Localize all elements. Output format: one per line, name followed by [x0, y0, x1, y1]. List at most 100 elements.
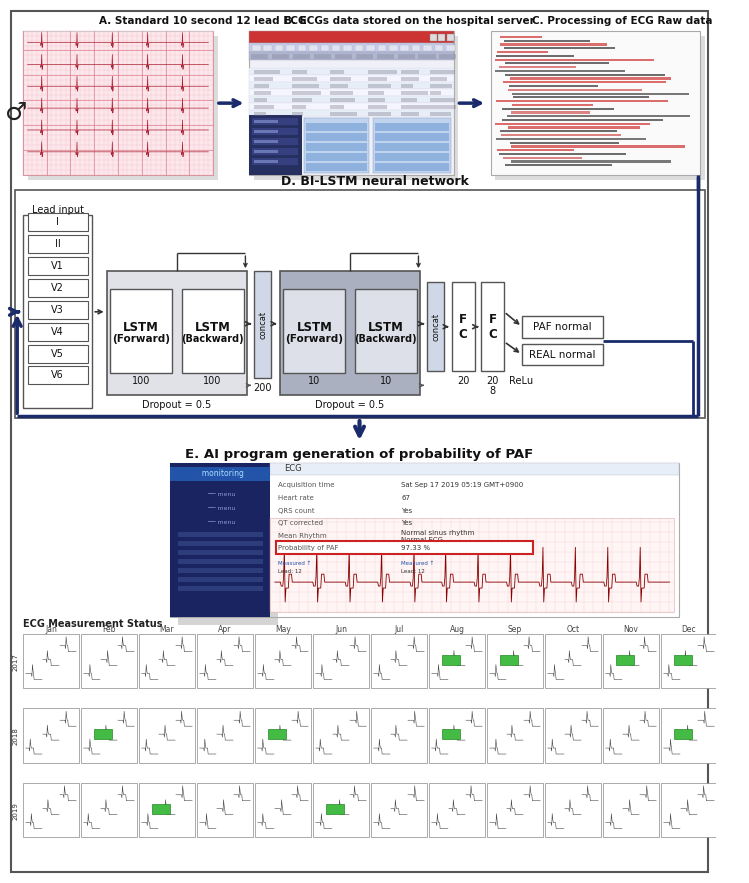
Bar [496, 123, 650, 125]
Bar [286, 44, 295, 51]
Bar [313, 783, 369, 837]
Bar [270, 463, 679, 475]
Bar [481, 282, 504, 372]
Text: QT corrected: QT corrected [278, 520, 323, 526]
Bar [504, 40, 589, 42]
Bar [330, 84, 348, 88]
Text: Mar: Mar [160, 625, 175, 634]
Bar [674, 729, 692, 739]
Text: Mean Rhythm: Mean Rhythm [278, 533, 327, 540]
Bar [497, 51, 548, 53]
Text: monitoring: monitoring [197, 469, 243, 479]
Bar [401, 78, 419, 81]
Bar [254, 130, 278, 133]
Text: (Backward): (Backward) [181, 334, 244, 344]
Text: Acquisition time: Acquisition time [278, 482, 334, 487]
Text: ♂: ♂ [5, 101, 28, 125]
Bar [264, 44, 272, 51]
Bar [255, 783, 311, 837]
Bar [249, 82, 454, 89]
Bar [252, 118, 297, 125]
Bar [276, 541, 533, 555]
Bar [292, 98, 312, 102]
Bar [500, 43, 607, 46]
Bar [249, 31, 454, 42]
Text: LSTM: LSTM [368, 321, 404, 334]
Bar [401, 105, 430, 109]
Bar [178, 541, 262, 547]
Text: F
C: F C [459, 313, 467, 341]
Bar [270, 517, 674, 612]
Bar [327, 804, 345, 813]
Bar [81, 634, 137, 689]
Bar [512, 104, 593, 106]
Text: ── menu: ── menu [204, 520, 236, 525]
Bar [356, 55, 373, 59]
Bar [23, 31, 213, 175]
Bar [152, 804, 170, 813]
Bar [401, 71, 419, 74]
Text: F
C: F C [488, 313, 497, 341]
Bar [430, 98, 455, 102]
Text: Yes: Yes [401, 520, 413, 526]
Bar [23, 783, 79, 837]
Text: (Forward): (Forward) [112, 334, 170, 344]
Bar [377, 44, 386, 51]
Bar [371, 783, 427, 837]
Bar [304, 118, 369, 173]
Bar [330, 112, 357, 116]
Bar [23, 634, 79, 689]
Bar [496, 35, 705, 179]
Text: V1: V1 [51, 261, 64, 271]
Text: LSTM: LSTM [297, 321, 333, 334]
Bar [81, 783, 137, 837]
Bar [603, 783, 659, 837]
Bar [412, 44, 420, 51]
Bar [254, 112, 267, 116]
Bar [419, 55, 436, 59]
Bar [255, 708, 311, 763]
Bar [497, 100, 667, 102]
Bar [371, 708, 427, 763]
Bar [28, 257, 88, 275]
Text: Aug: Aug [449, 625, 464, 634]
Bar [371, 634, 427, 689]
Bar [249, 89, 454, 96]
Bar [255, 634, 311, 689]
Bar [497, 138, 646, 140]
Bar [178, 532, 262, 538]
Text: V6: V6 [51, 370, 64, 381]
Text: A. Standard 10 second 12 lead ECG: A. Standard 10 second 12 lead ECG [99, 16, 306, 26]
Text: V4: V4 [51, 327, 64, 336]
Text: B. ECGs data stored on the hospital server: B. ECGs data stored on the hospital serv… [285, 16, 535, 26]
Bar [254, 91, 271, 95]
Bar [254, 140, 278, 143]
Bar [178, 559, 262, 564]
Bar [507, 115, 691, 117]
Bar [306, 153, 367, 161]
Text: ── menu: ── menu [204, 506, 236, 511]
Bar [110, 289, 172, 374]
Bar [249, 31, 454, 175]
Bar [430, 34, 437, 41]
Text: Nov: Nov [623, 625, 638, 634]
Bar [313, 708, 369, 763]
Bar [249, 115, 302, 175]
Bar [28, 214, 88, 231]
Bar [389, 44, 398, 51]
Bar [434, 44, 443, 51]
Bar [374, 162, 449, 170]
Bar [306, 143, 367, 151]
Bar [447, 34, 454, 41]
Text: Dropout = 0.5: Dropout = 0.5 [142, 400, 211, 411]
Bar [661, 708, 717, 763]
Bar [283, 289, 345, 374]
Text: Heart rate: Heart rate [278, 494, 314, 501]
Bar [81, 708, 137, 763]
Bar [182, 289, 243, 374]
Bar [292, 91, 321, 95]
Bar [252, 138, 297, 145]
Bar [511, 146, 685, 147]
Bar [252, 128, 297, 135]
Bar [512, 93, 689, 94]
